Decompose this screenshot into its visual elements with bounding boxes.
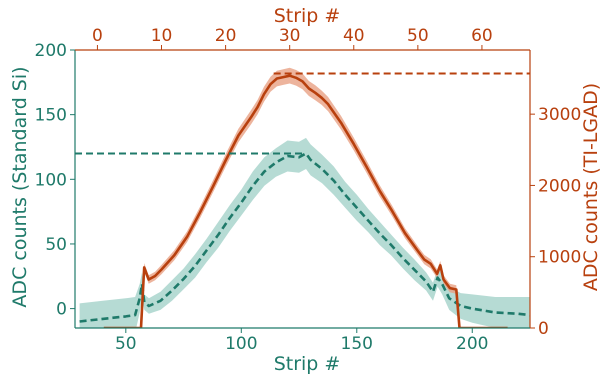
top-axis-label: Strip #	[274, 5, 341, 27]
right-tick-label: 1000	[538, 248, 581, 268]
series-si-band	[79, 137, 530, 328]
uncertainty-bands	[79, 67, 530, 328]
top-tick-label: 60	[471, 26, 493, 46]
top-tick-label: 20	[215, 26, 237, 46]
right-tick-label: 3000	[538, 105, 581, 125]
top-tick-label: 30	[279, 26, 301, 46]
top-tick-label: 50	[407, 26, 429, 46]
top-tick-label: 10	[151, 26, 173, 46]
plot-frame	[74, 49, 531, 329]
bottom-tick-label: 200	[456, 334, 488, 354]
series-lines	[75, 72, 530, 328]
series-si-line	[79, 152, 530, 323]
bottom-axis-label: Strip #	[274, 353, 341, 375]
left-tick-label: 200	[35, 41, 67, 61]
top-tick-label: 40	[343, 26, 365, 46]
bottom-tick-label: 100	[225, 334, 257, 354]
left-tick-label: 100	[35, 170, 67, 190]
right-tick-label: 2000	[538, 176, 581, 196]
top-tick-label: 0	[92, 26, 103, 46]
left-tick-label: 150	[35, 106, 67, 126]
bottom-tick-label: 150	[341, 334, 373, 354]
right-axis-label: ADC counts (TI-LGAD)	[580, 83, 602, 291]
left-axis-label: ADC counts (Standard Si)	[9, 66, 31, 307]
left-tick-label: 50	[45, 235, 67, 255]
right-tick-label: 0	[538, 319, 549, 339]
series-tilgad-line	[103, 74, 508, 328]
left-tick-label: 0	[56, 300, 67, 320]
tick-marks-and-labels: 50 100 150 2000 10 20 30 40 50 600501001502000100…	[35, 26, 582, 354]
bottom-tick-label: 50	[115, 334, 137, 354]
